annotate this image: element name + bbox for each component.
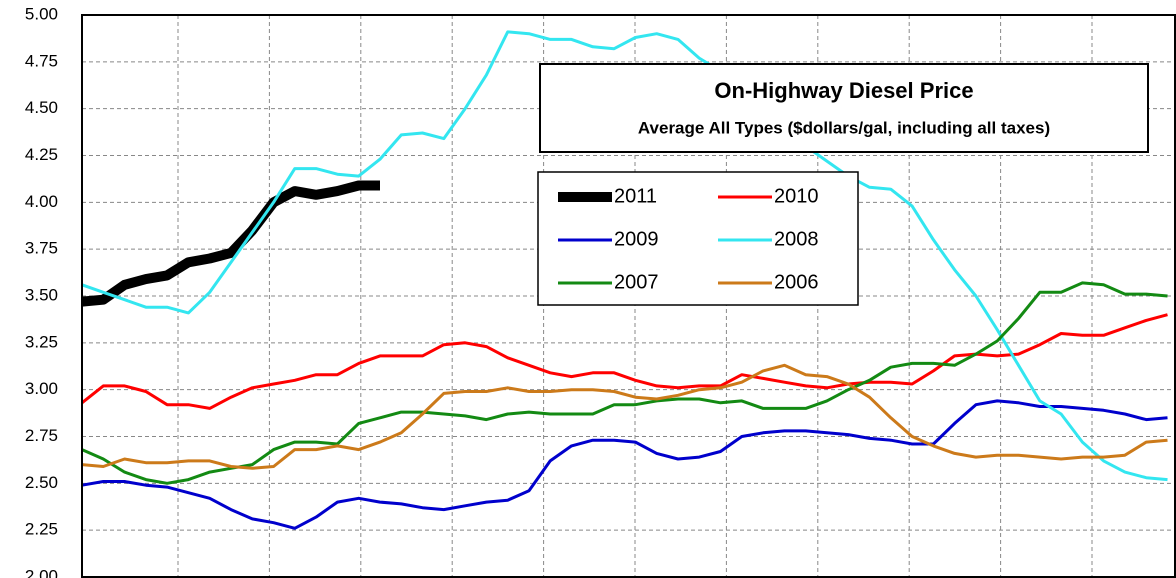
y-tick-label: 4.00 (25, 192, 58, 211)
chart-title: On-Highway Diesel Price (714, 78, 973, 103)
series-line (81, 363, 1168, 470)
lines (81, 30, 1168, 530)
y-tick-label: 5.00 (25, 4, 58, 23)
y-tick-label: 2.50 (25, 473, 58, 492)
legend-label: 2011 (614, 185, 657, 207)
overlays: On-Highway Diesel Price Average All Type… (537, 63, 1149, 306)
series-line (81, 281, 1168, 485)
legend-label: 2007 (614, 271, 659, 293)
series-line (81, 399, 1168, 530)
y-tick-label: 3.25 (25, 332, 58, 351)
y-tick-label: 2.25 (25, 520, 58, 539)
y-tick-label: 4.50 (25, 98, 58, 117)
title-box (539, 63, 1149, 153)
series-line (81, 180, 380, 307)
legend-label: 2008 (774, 228, 819, 250)
legend-label: 2009 (614, 228, 659, 250)
chart-subtitle: Average All Types ($dollars/gal, includi… (638, 118, 1050, 137)
y-tick-label: 4.75 (25, 51, 58, 70)
series-line (81, 30, 1168, 482)
y-tick-label: 3.00 (25, 379, 58, 398)
legend-label: 2010 (774, 185, 819, 207)
y-tick-label: 2.00 (25, 566, 58, 578)
y-tick-label: 2.75 (25, 426, 58, 445)
y-tick-label: 3.75 (25, 239, 58, 258)
legend-label: 2006 (774, 271, 819, 293)
y-tick-label: 4.25 (25, 145, 58, 164)
plot-border (81, 14, 1176, 578)
y-tick-label: 3.50 (25, 285, 58, 304)
series-line (81, 313, 1168, 410)
